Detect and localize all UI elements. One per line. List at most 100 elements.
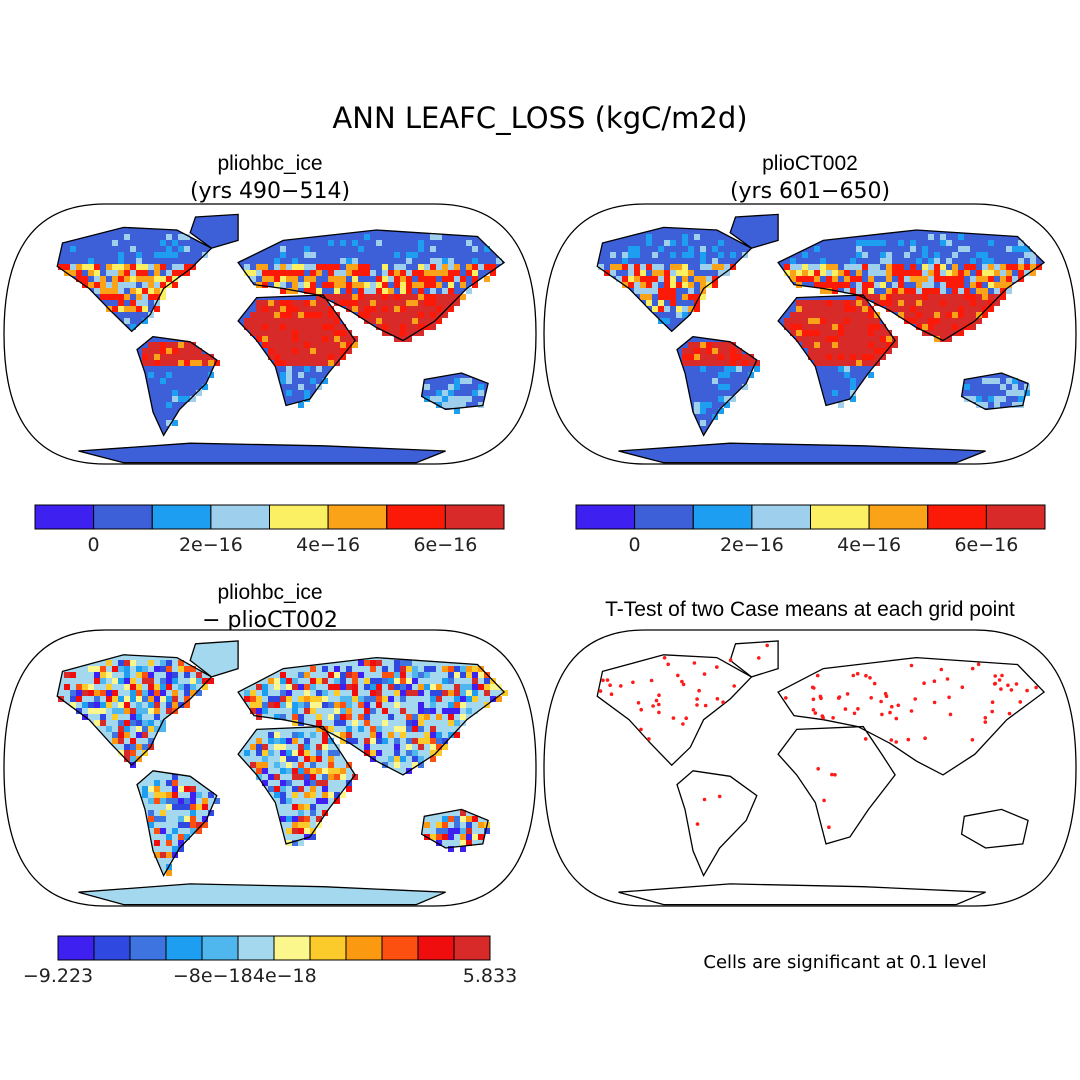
grid-cell: [280, 696, 286, 702]
grid-cell: [310, 276, 316, 282]
grid-cell: [856, 252, 862, 258]
grid-cell: [352, 300, 358, 306]
grid-cell: [160, 378, 166, 384]
grid-cell: [190, 810, 196, 816]
grid-cell: [172, 786, 178, 792]
grid-cell: [796, 306, 802, 312]
grid-cell: [280, 336, 286, 342]
grid-cell: [472, 276, 478, 282]
grid-cell: [106, 684, 112, 690]
grid-cell: [298, 300, 304, 306]
grid-cell: [862, 240, 868, 246]
grid-cell: [826, 360, 832, 366]
grid-cell: [940, 336, 946, 342]
grid-cell: [436, 696, 442, 702]
map-ttest: [543, 629, 1077, 907]
grid-cell: [736, 360, 742, 366]
grid-cell: [262, 780, 268, 786]
grid-cell: [790, 276, 796, 282]
significant-point: [822, 798, 826, 803]
significant-point: [818, 694, 823, 699]
grid-cell: [250, 744, 256, 750]
grid-cell: [832, 324, 838, 330]
grid-cell: [394, 660, 400, 666]
grid-cell: [952, 288, 958, 294]
grid-cell: [598, 264, 604, 270]
significant-point: [1009, 688, 1014, 692]
grid-cell: [118, 750, 124, 756]
grid-cell: [934, 276, 940, 282]
grid-cell: [448, 258, 454, 264]
grid-cell: [688, 348, 694, 354]
grid-cell: [166, 696, 172, 702]
grid-cell: [442, 738, 448, 744]
grid-cell: [298, 282, 304, 288]
grid-cell: [880, 330, 886, 336]
grid-cell: [796, 312, 802, 318]
grid-cell: [346, 684, 352, 690]
grid-cell: [316, 750, 322, 756]
grid-cell: [118, 276, 124, 282]
grid-cell: [436, 834, 442, 840]
significant-point: [820, 714, 825, 718]
grid-cell: [112, 288, 118, 294]
grid-cell: [334, 288, 340, 294]
colorbar-swatch: [93, 504, 153, 530]
significant-point: [913, 697, 917, 701]
grid-cell: [880, 324, 886, 330]
grid-cell: [262, 306, 268, 312]
grid-cell: [940, 264, 946, 270]
grid-cell: [148, 282, 154, 288]
colorbar-swatch: [309, 935, 347, 961]
grid-cell: [148, 294, 154, 300]
grid-cell: [838, 354, 844, 360]
grid-cell: [448, 666, 454, 672]
grid-cell: [394, 270, 400, 276]
grid-cell: [130, 696, 136, 702]
coastline-samerica: [136, 770, 218, 878]
grid-cell: [712, 276, 718, 282]
grid-cell: [154, 666, 160, 672]
grid-cell: [340, 738, 346, 744]
grid-cell: [322, 282, 328, 288]
grid-cell: [94, 720, 100, 726]
grid-cell: [280, 744, 286, 750]
grid-cell: [652, 306, 658, 312]
grid-cell: [406, 762, 412, 768]
significant-point: [605, 678, 610, 682]
grid-cell: [280, 690, 286, 696]
grid-cell: [172, 276, 178, 282]
grid-cell: [166, 798, 172, 804]
coastline-samerica: [676, 335, 758, 437]
panel-case1-subtitle: (yrs 490−514): [190, 179, 350, 204]
coastline-australia: [420, 372, 489, 411]
significant-point: [845, 692, 850, 696]
grid-cell: [58, 264, 64, 270]
grid-cell: [808, 354, 814, 360]
grid-cell: [298, 750, 304, 756]
grid-cell: [364, 660, 370, 666]
grid-cell: [934, 318, 940, 324]
grid-cell: [832, 306, 838, 312]
grid-cell: [430, 708, 436, 714]
grid-cell: [160, 276, 166, 282]
grid-cell: [934, 258, 940, 264]
grid-cell: [346, 720, 352, 726]
grid-cell: [124, 306, 130, 312]
grid-cell: [292, 324, 298, 330]
grid-cell: [196, 354, 202, 360]
grid-cell: [940, 306, 946, 312]
grid-cell: [376, 690, 382, 696]
grid-cell: [250, 690, 256, 696]
grid-cell: [148, 738, 154, 744]
grid-cell: [454, 732, 460, 738]
grid-cell: [400, 672, 406, 678]
grid-cell: [274, 276, 280, 282]
grid-cell: [298, 714, 304, 720]
grid-cell: [394, 684, 400, 690]
grid-cell: [310, 708, 316, 714]
significant-point: [983, 720, 988, 724]
grid-cell: [700, 294, 706, 300]
grid-cell: [430, 696, 436, 702]
grid-cell: [406, 330, 412, 336]
